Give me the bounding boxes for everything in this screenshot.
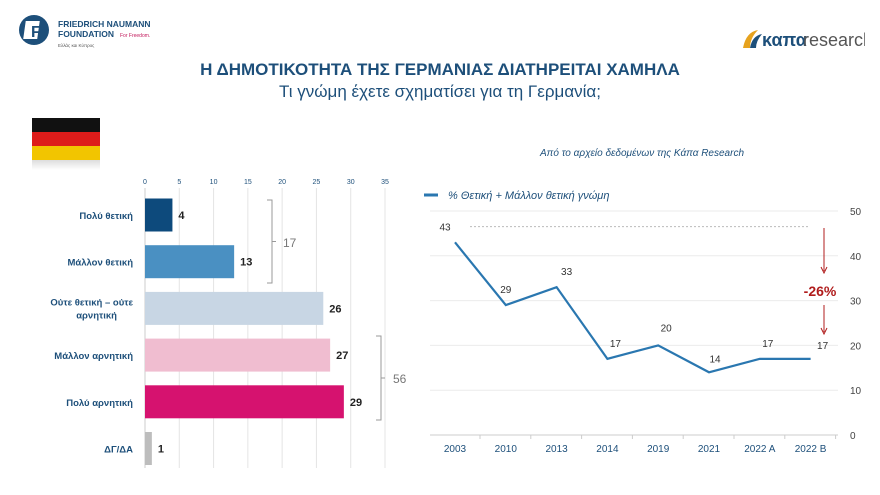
logo-tagline: For Freedom. [120, 33, 150, 39]
category-label: Πολύ θετική [79, 211, 133, 222]
x-tick-label: 2010 [495, 444, 518, 455]
x-tick-label: 20 [278, 179, 286, 186]
kapa-research-logo: καπα research [740, 26, 873, 59]
y-tick-label: 50 [850, 207, 862, 218]
bar [145, 385, 344, 419]
germany-flag [32, 118, 100, 170]
bar-value-label: 13 [240, 257, 252, 269]
kapa-brand: καπα [762, 30, 807, 50]
x-tick-label: 0 [143, 179, 147, 186]
data-label: 17 [817, 341, 829, 352]
x-tick-label: 2013 [545, 444, 568, 455]
data-label: 17 [762, 339, 774, 350]
bar-value-label: 4 [178, 210, 185, 222]
group-total-label: 17 [283, 236, 297, 250]
bar-value-label: 1 [158, 444, 164, 456]
data-label: 14 [709, 354, 721, 365]
x-tick-label: 15 [244, 179, 252, 186]
bar-chart: 0 5 10 15 20 25 30 35 4 Πολύ θετική 13 Μάλλον θετικ… [50, 179, 407, 468]
x-tick-label: 25 [313, 179, 321, 186]
y-tick-label: 0 [850, 431, 856, 442]
bar [145, 338, 331, 372]
x-tick-label: 2003 [444, 444, 467, 455]
series-line [454, 241, 811, 374]
y-tick-label: 30 [850, 297, 862, 308]
bar-value-label: 26 [329, 303, 341, 315]
page-title: Η ΔΗΜΟΤΙΚΟΤΗΤΑ ΤΗΣ ΓΕΡΜΑΝΙΑΣ ΔΙΑΤΗΡΕΙΤΑΙ… [200, 60, 680, 79]
line-chart-title: Από το αρχείο δεδομένων της Κάπα Researc… [539, 147, 744, 159]
logo-line2: FOUNDATION [58, 29, 114, 39]
kapa-suffix: research [803, 30, 865, 50]
category-label: ΔΓ/ΔΑ [104, 445, 133, 456]
x-tick-label: 2021 [698, 444, 721, 455]
logo-region: Ελλάς και Κύπρος [58, 42, 95, 48]
arrow-down-icon [820, 305, 828, 336]
x-tick-label: 2014 [596, 444, 619, 455]
group-bracket [267, 199, 276, 284]
data-label: 20 [661, 323, 673, 334]
svg-text:F: F [31, 24, 41, 41]
group-total-label: 56 [393, 372, 407, 386]
bar-value-label: 27 [336, 350, 348, 362]
category-label: Ούτε θετική – ούτε αρνητική [50, 297, 133, 321]
data-label: 43 [439, 222, 451, 233]
x-tick-label: 10 [210, 179, 218, 186]
arrow-down-icon [820, 228, 828, 275]
page-subtitle: Τι γνώμη έχετε σχηματίσει για τη Γερμανί… [279, 82, 601, 101]
data-label: 33 [561, 267, 573, 278]
x-tick-label: 5 [177, 179, 181, 186]
data-label: 17 [610, 339, 622, 350]
category-label: Μάλλον αρνητική [54, 351, 133, 362]
logo-line1: FRIEDRICH NAUMANN [58, 19, 151, 29]
x-tick-label: 2019 [647, 444, 670, 455]
x-tick-label: 30 [347, 179, 355, 186]
y-tick-label: 20 [850, 341, 862, 352]
data-label: 29 [500, 285, 512, 296]
y-tick-label: 10 [850, 386, 862, 397]
bar [145, 245, 235, 279]
bar-value-label: 29 [350, 397, 362, 409]
category-label: Μάλλον θετική [67, 258, 133, 269]
bar [145, 432, 152, 465]
line-chart: Από το αρχείο δεδομένων της Κάπα Researc… [424, 147, 862, 455]
bar [145, 291, 324, 325]
bar [145, 198, 173, 232]
y-tick-label: 40 [850, 252, 862, 263]
friedrich-naumann-logo: F FRIEDRICH NAUMANN FOUNDATION For Freed… [18, 12, 218, 52]
legend-label: % Θετική + Μάλλον θετική γνώμη [448, 190, 609, 202]
x-tick-label: 2022 A [744, 444, 775, 455]
category-label: Πολύ αρνητική [66, 398, 133, 409]
group-bracket [376, 335, 385, 421]
x-tick-label: 35 [381, 179, 389, 186]
x-tick-label: 2022 B [795, 444, 827, 455]
change-annotation: -26% [804, 283, 837, 299]
